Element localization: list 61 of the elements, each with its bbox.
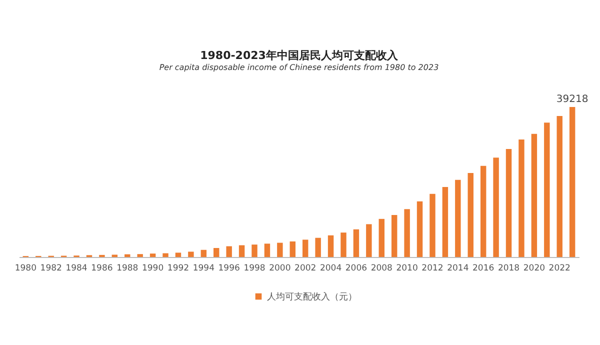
legend-label: 人均可支配收入（元） xyxy=(267,292,357,302)
x-tick-label: 1996 xyxy=(218,264,240,274)
bar xyxy=(430,194,436,257)
bar xyxy=(290,241,296,257)
bar xyxy=(150,254,156,257)
bar xyxy=(277,242,283,257)
bar xyxy=(137,254,143,257)
x-tick-label: 1988 xyxy=(116,264,138,274)
bar xyxy=(328,235,334,257)
bar xyxy=(264,244,270,257)
bar xyxy=(188,252,194,257)
bar xyxy=(518,139,524,257)
bar xyxy=(404,209,410,257)
x-tick-label: 2020 xyxy=(523,264,546,274)
x-tick-label: 1994 xyxy=(192,264,214,274)
bar xyxy=(162,253,168,257)
bar xyxy=(378,218,384,257)
x-tick-label: 1992 xyxy=(167,264,190,274)
bar xyxy=(252,244,258,257)
bar xyxy=(569,107,576,257)
bar xyxy=(544,122,550,257)
x-tick-label: 2006 xyxy=(345,264,368,274)
x-tick-label: 2018 xyxy=(498,264,520,274)
x-tick-label: 2022 xyxy=(548,264,570,274)
x-tick-label: 2002 xyxy=(294,264,316,274)
x-tick-label: 1990 xyxy=(142,264,164,274)
x-tick-label: 1998 xyxy=(244,264,266,274)
chart-subtitle: Per capita disposable income of Chinese residents from 1980 to 2023 xyxy=(159,63,439,72)
bar xyxy=(455,180,461,257)
bar xyxy=(468,172,474,257)
bar xyxy=(442,186,448,257)
bar xyxy=(366,224,372,257)
bar xyxy=(315,238,321,257)
bar xyxy=(493,158,499,257)
x-tick-label: 2000 xyxy=(269,264,291,274)
x-tick-label: 1982 xyxy=(40,264,62,274)
chart-title: 1980-2023年中国居民人均可支配收入 xyxy=(200,49,399,62)
x-tick-label: 1980 xyxy=(14,264,36,274)
x-tick-label: 2008 xyxy=(370,264,392,274)
bar xyxy=(506,149,512,257)
x-tick-label: 1984 xyxy=(66,264,88,274)
bar xyxy=(480,166,486,257)
x-tick-label: 2004 xyxy=(320,264,342,274)
x-tick-label: 2014 xyxy=(447,264,469,274)
bar xyxy=(416,201,423,257)
x-tick-label: 2012 xyxy=(422,264,444,274)
bar xyxy=(238,245,245,257)
bar xyxy=(340,232,346,257)
bar xyxy=(226,246,232,257)
bar xyxy=(302,240,308,257)
x-tick-label: 2010 xyxy=(396,264,418,274)
bar xyxy=(175,252,182,257)
bar xyxy=(214,248,220,257)
bar xyxy=(353,229,360,257)
bar xyxy=(531,134,538,257)
data-label: 39218 xyxy=(556,94,588,105)
x-tick-label: 1986 xyxy=(91,264,113,274)
x-tick-label: 2016 xyxy=(472,264,494,274)
bar xyxy=(556,116,562,257)
bar xyxy=(200,250,207,257)
bar xyxy=(391,215,398,257)
